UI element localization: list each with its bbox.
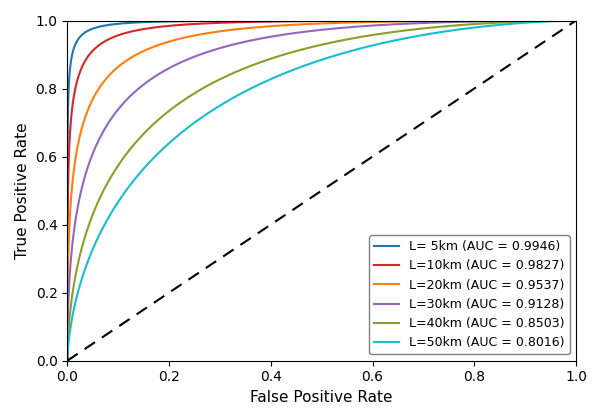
L=50km (AUC = 0.8016) [573, 18, 580, 23]
L=20km (AUC = 0.9537) [64, 358, 71, 363]
L=50km (AUC = 0.8016) [232, 94, 240, 99]
L=20km (AUC = 0.9537) [64, 355, 71, 360]
Legend: L= 5km (AUC = 0.9946), L=10km (AUC = 0.9827), L=20km (AUC = 0.9537), L=30km (AUC: L= 5km (AUC = 0.9946), L=10km (AUC = 0.9… [369, 235, 569, 354]
Line: L= 5km (AUC = 0.9946): L= 5km (AUC = 0.9946) [67, 21, 576, 361]
L= 5km (AUC = 0.9946) [469, 18, 476, 23]
L=40km (AUC = 0.8503) [469, 22, 476, 27]
L=50km (AUC = 0.8016) [64, 358, 71, 363]
L=20km (AUC = 0.9537) [469, 18, 476, 23]
L=30km (AUC = 0.9128) [573, 18, 580, 23]
L=40km (AUC = 0.8503) [64, 358, 71, 363]
L=10km (AUC = 0.9827) [573, 18, 580, 23]
L=30km (AUC = 0.9128) [64, 357, 71, 362]
L=30km (AUC = 0.9128) [324, 26, 332, 32]
Line: L=10km (AUC = 0.9827): L=10km (AUC = 0.9827) [67, 21, 576, 361]
L=50km (AUC = 0.8016) [442, 29, 450, 34]
L=10km (AUC = 0.9827) [64, 345, 71, 350]
L= 5km (AUC = 0.9946) [442, 18, 450, 23]
Y-axis label: True Positive Rate: True Positive Rate [15, 122, 30, 259]
L=20km (AUC = 0.9537) [442, 18, 450, 24]
Line: L=40km (AUC = 0.8503): L=40km (AUC = 0.8503) [67, 21, 576, 361]
L=50km (AUC = 0.8016) [64, 358, 71, 363]
X-axis label: False Positive Rate: False Positive Rate [250, 390, 393, 405]
L=10km (AUC = 0.9827) [397, 18, 405, 23]
L=10km (AUC = 0.9827) [324, 18, 332, 24]
L= 5km (AUC = 0.9946) [232, 18, 240, 23]
L=10km (AUC = 0.9827) [64, 358, 71, 363]
L=50km (AUC = 0.8016) [397, 37, 405, 42]
L= 5km (AUC = 0.9946) [397, 18, 405, 23]
L=30km (AUC = 0.9128) [232, 42, 240, 47]
Line: L=50km (AUC = 0.8016): L=50km (AUC = 0.8016) [67, 21, 576, 361]
L=40km (AUC = 0.8503) [324, 41, 332, 46]
L=30km (AUC = 0.9128) [397, 21, 405, 26]
L=40km (AUC = 0.8503) [232, 69, 240, 74]
Line: L=20km (AUC = 0.9537): L=20km (AUC = 0.9537) [67, 21, 576, 361]
L=10km (AUC = 0.9827) [232, 20, 240, 25]
Line: L=30km (AUC = 0.9128): L=30km (AUC = 0.9128) [67, 21, 576, 361]
L= 5km (AUC = 0.9946) [64, 358, 71, 363]
L=50km (AUC = 0.8016) [469, 25, 476, 30]
L= 5km (AUC = 0.9946) [573, 18, 580, 23]
L=50km (AUC = 0.8016) [324, 55, 332, 60]
L=40km (AUC = 0.8503) [573, 18, 580, 23]
L=10km (AUC = 0.9827) [469, 18, 476, 23]
L=40km (AUC = 0.8503) [397, 29, 405, 34]
L= 5km (AUC = 0.9946) [324, 18, 332, 23]
L=20km (AUC = 0.9537) [232, 27, 240, 32]
L= 5km (AUC = 0.9946) [64, 314, 71, 319]
L=30km (AUC = 0.9128) [442, 20, 450, 25]
L=40km (AUC = 0.8503) [442, 24, 450, 29]
L=20km (AUC = 0.9537) [573, 18, 580, 23]
L=10km (AUC = 0.9827) [442, 18, 450, 23]
L=20km (AUC = 0.9537) [397, 19, 405, 24]
L=40km (AUC = 0.8503) [64, 358, 71, 363]
L=20km (AUC = 0.9537) [324, 21, 332, 26]
L=30km (AUC = 0.9128) [64, 358, 71, 363]
L= 5km (AUC = 0.9946) [573, 18, 580, 23]
L=30km (AUC = 0.9128) [469, 19, 476, 24]
